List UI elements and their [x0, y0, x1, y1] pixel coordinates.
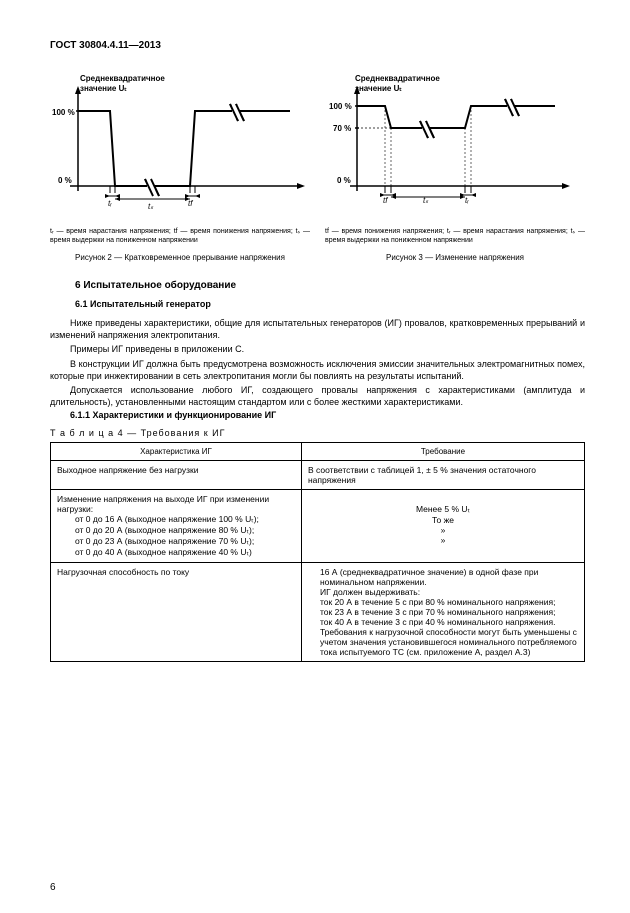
fig2-note: tᵣ — время нарастания напряжения; tf — в… — [50, 227, 310, 245]
subsection-611-heading: 6.1.1 Характеристики и функционирование … — [50, 410, 585, 420]
subsection-61-heading: 6.1 Испытательный генератор — [75, 299, 585, 309]
fig2-ts: tₛ — [148, 202, 154, 211]
table-header-1: Характеристика ИГ — [51, 443, 302, 461]
r1c1: Выходное напряжение без нагрузки — [51, 461, 302, 490]
page-number: 6 — [50, 882, 56, 893]
r3c2c: ток 20 А в течение 5 с при 80 % номиналь… — [308, 597, 578, 607]
r2c2a: Менее 5 % Uₜ — [416, 504, 470, 514]
figure-2-svg: Среднеквадратичное значение Uₜ 100 % 0 % — [50, 71, 310, 221]
doc-header: ГОСТ 30804.4.11—2013 — [50, 40, 585, 51]
figure-3: Среднеквадратичное значение Uₜ 100 % 70 … — [325, 71, 585, 262]
fig2-title2: значение Uₜ — [80, 84, 127, 93]
r3c2e: ток 40 А в течение 3 с при 40 % номиналь… — [308, 617, 578, 627]
para-2: Примеры ИГ приведены в приложении C. — [50, 343, 585, 355]
r2c1: Изменение напряжения на выходе ИГ при из… — [51, 490, 302, 563]
r3c2: 16 А (среднеквадратичное значение) в одн… — [301, 563, 584, 662]
para-3: В конструкции ИГ должна быть предусмотре… — [50, 358, 585, 382]
figures-row: Среднеквадратичное значение Uₜ 100 % 0 % — [50, 71, 585, 262]
para-1: Ниже приведены характеристики, общие для… — [50, 317, 585, 341]
r2c1e: от 0 до 40 А (выходное напряжение 40 % U… — [57, 547, 295, 558]
table-4-caption: Т а б л и ц а 4 — Требования к ИГ — [50, 428, 585, 438]
fig3-y100: 100 % — [329, 102, 352, 111]
r3c1: Нагрузочная способность по току — [51, 563, 302, 662]
fig3-y0: 0 % — [337, 176, 351, 185]
r3c2b: ИГ должен выдерживать: — [308, 587, 578, 597]
r3c2d: ток 23 А в течение 3 с при 70 % номиналь… — [308, 607, 578, 617]
fig3-y70: 70 % — [333, 124, 351, 133]
fig2-caption: Рисунок 2 — Кратковременное прерывание н… — [50, 253, 310, 262]
fig2-y0: 0 % — [58, 176, 72, 185]
r2c2: Менее 5 % Uₜ То же » » — [301, 490, 584, 563]
section-6-heading: 6 Испытательное оборудование — [75, 280, 585, 291]
fig2-y100: 100 % — [52, 108, 75, 117]
figure-2: Среднеквадратичное значение Uₜ 100 % 0 % — [50, 71, 310, 262]
fig3-tf: tf — [383, 196, 388, 205]
r2c1d: от 0 до 23 А (выходное напряжение 70 % U… — [57, 536, 295, 547]
figure-3-svg: Среднеквадратичное значение Uₜ 100 % 70 … — [325, 71, 575, 221]
fig3-tr: tᵣ — [465, 196, 469, 205]
r2c2b: То же — [432, 515, 454, 525]
r2c2c: » — [441, 525, 446, 535]
table-4: Характеристика ИГ Требование Выходное на… — [50, 442, 585, 662]
r2c1a: Изменение напряжения на выходе ИГ при из… — [57, 494, 269, 514]
fig2-tf: tf — [188, 199, 193, 208]
fig2-tr: tᵣ — [108, 199, 112, 208]
r2c1b: от 0 до 16 А (выходное напряжение 100 % … — [57, 514, 295, 525]
para-4: Допускается использование любого ИГ, соз… — [50, 384, 585, 408]
fig3-title: Среднеквадратичное — [355, 74, 440, 83]
fig3-note: tf — время понижения напряжения; tᵣ — вр… — [325, 227, 585, 245]
table-header-2: Требование — [301, 443, 584, 461]
r3c2a: 16 А (среднеквадратичное значение) в одн… — [308, 567, 578, 587]
r3c2f: Требования к нагрузочной способности мог… — [308, 627, 578, 657]
fig3-title2: значение Uₜ — [355, 84, 402, 93]
r2c2d: » — [441, 535, 446, 545]
r2c1c: от 0 до 20 А (выходное напряжение 80 % U… — [57, 525, 295, 536]
fig2-title: Среднеквадратичное — [80, 74, 165, 83]
r1c2: В соответствии с таблицей 1, ± 5 % значе… — [301, 461, 584, 490]
fig3-caption: Рисунок 3 — Изменение напряжения — [325, 253, 585, 262]
